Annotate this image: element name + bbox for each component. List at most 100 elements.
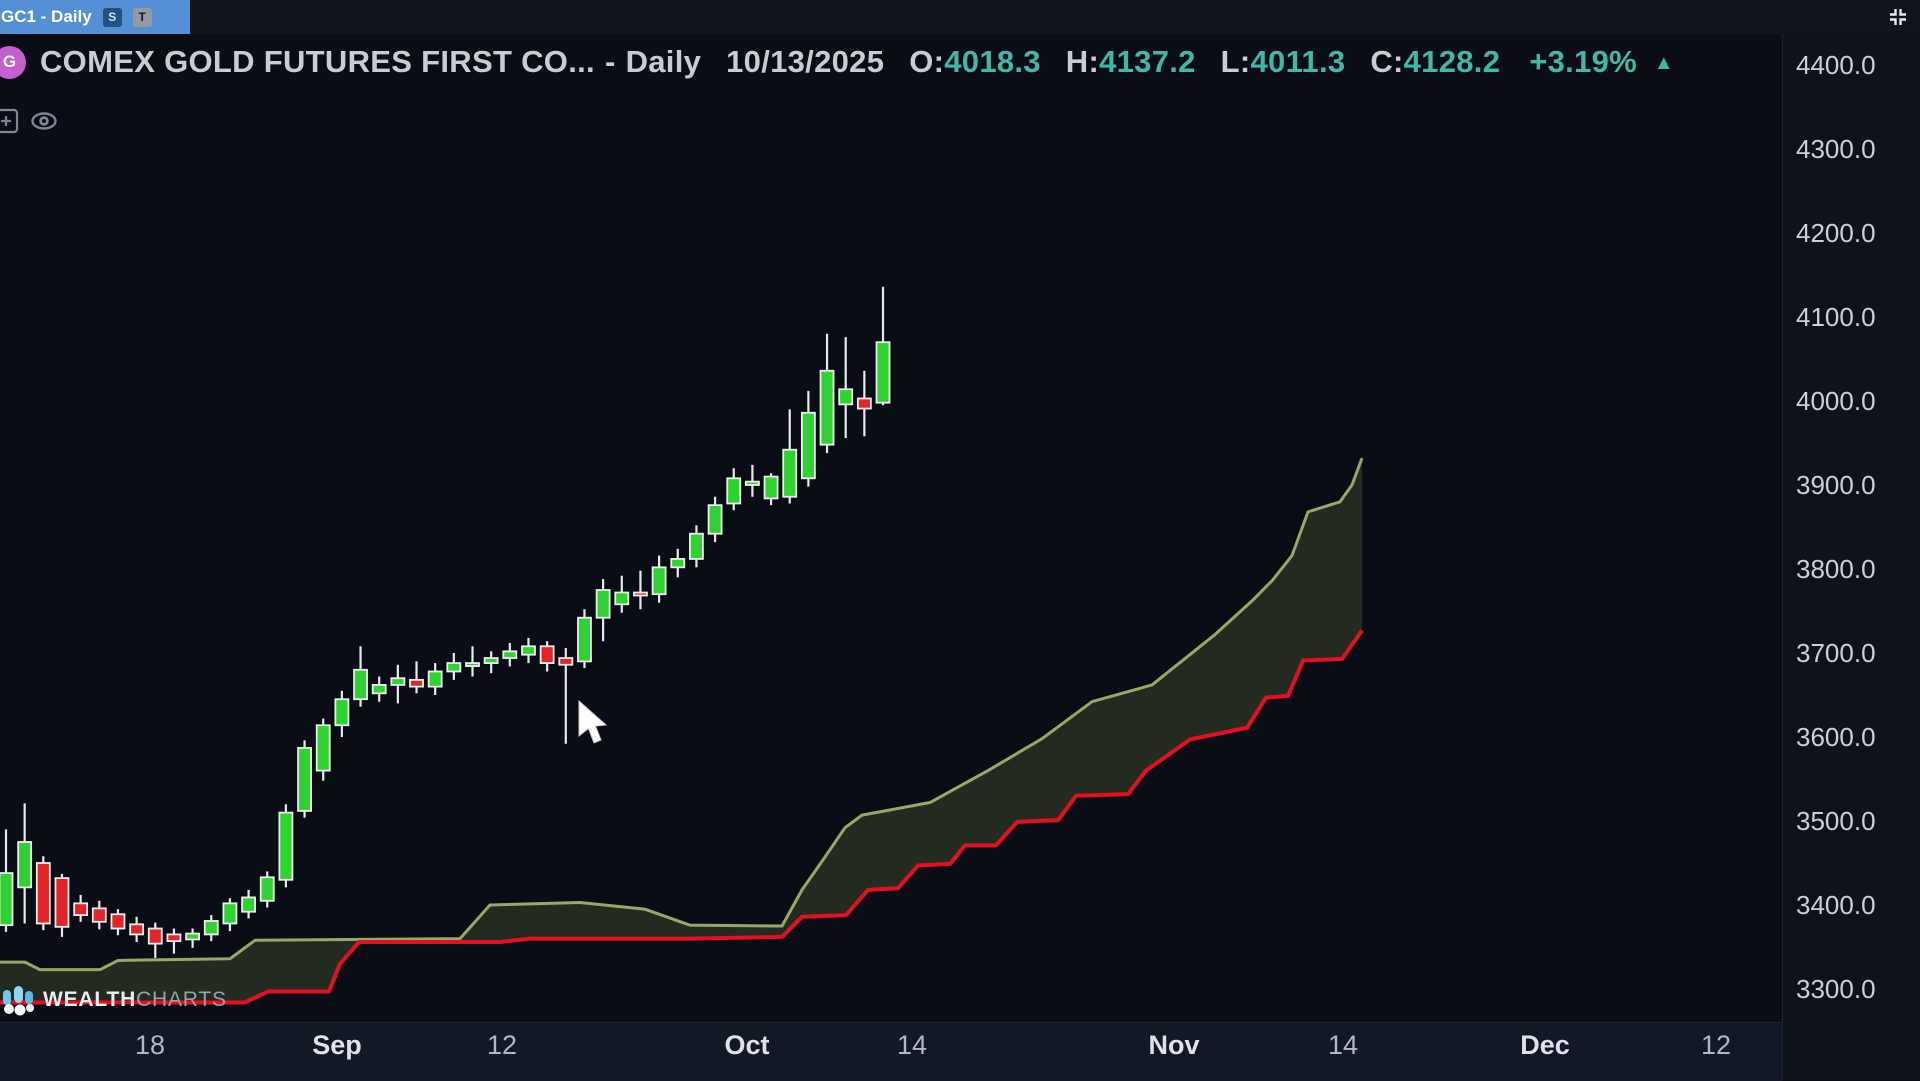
candle-body xyxy=(670,558,686,569)
candle-body xyxy=(465,662,480,667)
symbol-logo-badge: G xyxy=(0,45,26,79)
price-axis-label: 3500.0 xyxy=(1796,806,1876,836)
low-stat: L:4011.3 xyxy=(1220,44,1346,79)
wealthcharts-logo-icon xyxy=(3,986,34,1016)
candle-body xyxy=(278,811,294,881)
time-axis-label: Nov xyxy=(1148,1030,1200,1060)
candle-body xyxy=(203,920,219,936)
candle-body xyxy=(558,657,574,666)
candle-body xyxy=(91,907,107,923)
candle-body xyxy=(633,591,648,597)
close-value: 4128.2 xyxy=(1403,44,1501,79)
candle-body xyxy=(54,877,70,928)
wealthcharts-watermark: WEALTHCHARTS xyxy=(2,984,227,1016)
bar-date: 10/13/2025 xyxy=(726,44,885,79)
band-fill xyxy=(0,458,1362,1003)
price-axis-label: 3300.0 xyxy=(1796,974,1876,1004)
candle-body xyxy=(446,662,462,673)
candle-body xyxy=(595,589,611,619)
time-axis-label: 18 xyxy=(134,1030,166,1060)
up-arrow-icon: ▲ xyxy=(1653,52,1675,74)
low-value: 4011.3 xyxy=(1250,44,1346,79)
time-axis-label: Sep xyxy=(312,1030,362,1060)
time-axis-label: 14 xyxy=(896,1030,928,1060)
candle-body xyxy=(17,841,33,889)
chart-tools xyxy=(0,108,58,134)
high-stat: H:4137.2 xyxy=(1065,44,1196,79)
timeframe-label[interactable]: Daily xyxy=(625,44,702,79)
price-axis-label: 4300.0 xyxy=(1796,134,1876,164)
price-axis[interactable] xyxy=(1782,34,1920,1080)
candle-body xyxy=(129,923,145,936)
watermark-text: WEALTHCHARTS xyxy=(43,988,227,1011)
strategy-badge[interactable]: S xyxy=(102,7,122,27)
candle-body xyxy=(614,591,630,606)
candle-body xyxy=(819,369,835,446)
candle-body xyxy=(334,698,350,727)
price-axis-label: 3400.0 xyxy=(1796,890,1876,920)
symbol-name[interactable]: COMEX GOLD FUTURES FIRST CO... xyxy=(40,44,595,79)
percent-change: +3.19% xyxy=(1529,44,1637,79)
time-axis[interactable] xyxy=(0,1022,1782,1081)
candle-body xyxy=(856,397,872,410)
candle-body xyxy=(0,872,14,927)
candle-body xyxy=(651,566,667,596)
eye-icon xyxy=(31,112,57,130)
candle-body xyxy=(539,645,555,664)
trade-badge[interactable]: T xyxy=(132,7,152,27)
candle-body xyxy=(147,927,163,945)
time-axis-label: Oct xyxy=(724,1030,770,1060)
candle-body xyxy=(483,657,499,664)
candle-body xyxy=(521,645,536,656)
plus-box-icon xyxy=(0,108,19,134)
chart-tab[interactable]: GC1 - Daily S T xyxy=(0,0,190,34)
open-value: 4018.3 xyxy=(944,44,1041,79)
visibility-toggle[interactable] xyxy=(30,111,58,131)
price-axis-label: 3800.0 xyxy=(1796,554,1876,584)
candle-body xyxy=(800,411,816,480)
price-axis-label: 4100.0 xyxy=(1796,302,1876,332)
chart-tab-label: GC1 - Daily xyxy=(1,7,92,26)
candle-body xyxy=(875,341,891,404)
candle-body xyxy=(73,902,89,916)
time-axis-label: 12 xyxy=(1700,1030,1732,1060)
price-axis-label: 4400.0 xyxy=(1796,50,1876,80)
candle-body xyxy=(726,477,742,505)
tab-bar: GC1 - Daily S T xyxy=(0,0,1920,34)
collapse-panel-button[interactable] xyxy=(1886,5,1910,29)
add-indicator-button[interactable] xyxy=(0,108,19,134)
candle-body xyxy=(502,650,518,659)
candle-body xyxy=(185,932,201,941)
candle-body xyxy=(390,677,406,686)
chart-header: G COMEX GOLD FUTURES FIRST CO... - Daily 1… xyxy=(0,44,1674,80)
candle-body xyxy=(838,388,854,406)
time-axis-label: 12 xyxy=(486,1030,518,1060)
candle-body xyxy=(782,448,798,498)
price-axis-label: 3600.0 xyxy=(1796,722,1876,752)
band-upper-line xyxy=(0,457,1364,972)
price-axis-label: 4200.0 xyxy=(1796,218,1876,248)
candle-body xyxy=(222,902,238,925)
price-axis-label: 3900.0 xyxy=(1796,470,1876,500)
candle-body xyxy=(166,933,182,943)
candle-body xyxy=(689,532,704,560)
title-separator: - xyxy=(604,44,616,79)
candle-body xyxy=(35,862,51,925)
candle-body xyxy=(409,678,424,688)
high-value: 4137.2 xyxy=(1099,44,1196,79)
candle-body xyxy=(241,896,256,913)
price-axis-label: 3700.0 xyxy=(1796,638,1876,668)
candle-body xyxy=(315,724,331,772)
collapse-arrows-icon xyxy=(1890,9,1906,25)
candle-body xyxy=(707,504,723,535)
candle-body xyxy=(745,480,760,486)
candle-body xyxy=(371,684,387,695)
price-axis-label: 4000.0 xyxy=(1796,386,1876,416)
open-stat: O:4018.3 xyxy=(909,44,1041,79)
candle-body xyxy=(763,475,779,500)
candle-body xyxy=(577,616,592,663)
band-lower-line xyxy=(0,629,1364,1005)
time-axis-label: 14 xyxy=(1327,1030,1359,1060)
